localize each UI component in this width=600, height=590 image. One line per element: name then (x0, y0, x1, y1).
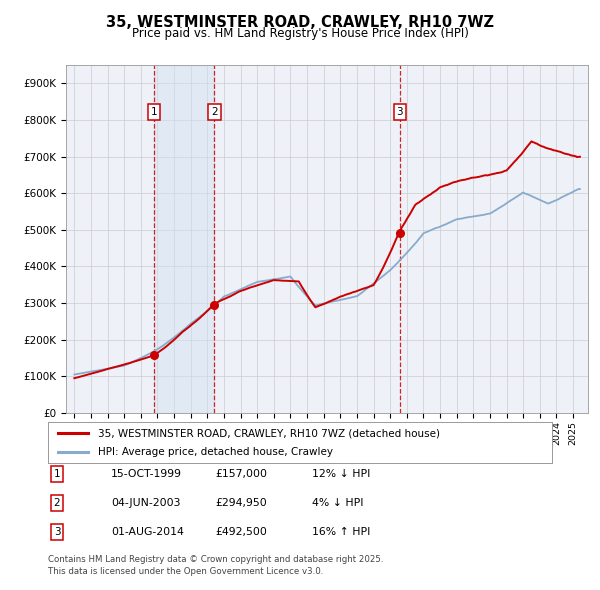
Text: 1: 1 (53, 469, 61, 478)
Text: 35, WESTMINSTER ROAD, CRAWLEY, RH10 7WZ: 35, WESTMINSTER ROAD, CRAWLEY, RH10 7WZ (106, 15, 494, 30)
Text: 15-OCT-1999: 15-OCT-1999 (111, 469, 182, 478)
Text: 16% ↑ HPI: 16% ↑ HPI (312, 527, 370, 536)
Text: 04-JUN-2003: 04-JUN-2003 (111, 498, 181, 507)
Text: 3: 3 (397, 107, 403, 117)
Bar (154, 65, 214, 413)
Text: £294,950: £294,950 (215, 498, 267, 507)
Text: 4% ↓ HPI: 4% ↓ HPI (312, 498, 364, 507)
Text: 35, WESTMINSTER ROAD, CRAWLEY, RH10 7WZ (detached house): 35, WESTMINSTER ROAD, CRAWLEY, RH10 7WZ … (98, 428, 440, 438)
Text: 01-AUG-2014: 01-AUG-2014 (111, 527, 184, 536)
Text: 1: 1 (151, 107, 157, 117)
Text: 12% ↓ HPI: 12% ↓ HPI (312, 469, 370, 478)
Text: 3: 3 (53, 527, 61, 536)
Text: £157,000: £157,000 (215, 469, 267, 478)
Text: 2: 2 (211, 107, 218, 117)
Text: This data is licensed under the Open Government Licence v3.0.: This data is licensed under the Open Gov… (48, 566, 323, 576)
Text: HPI: Average price, detached house, Crawley: HPI: Average price, detached house, Craw… (98, 447, 334, 457)
Text: 2: 2 (53, 498, 61, 507)
Text: Contains HM Land Registry data © Crown copyright and database right 2025.: Contains HM Land Registry data © Crown c… (48, 555, 383, 564)
Text: Price paid vs. HM Land Registry's House Price Index (HPI): Price paid vs. HM Land Registry's House … (131, 27, 469, 40)
Text: £492,500: £492,500 (215, 527, 267, 536)
